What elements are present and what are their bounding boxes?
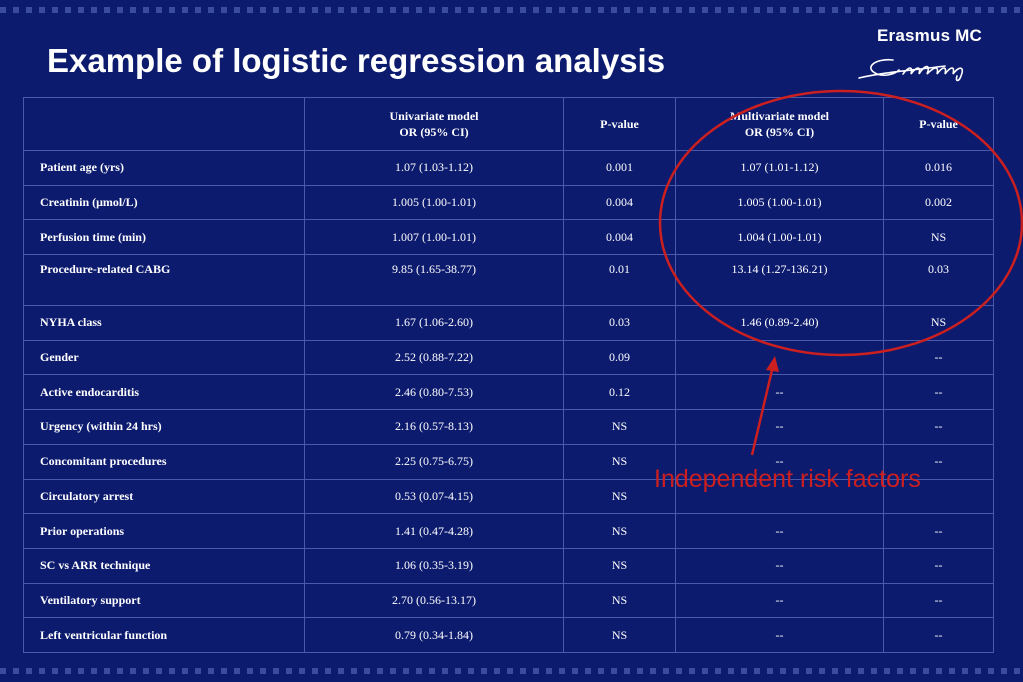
header-variable [23,97,305,151]
univariate-or-cell: 1.005 (1.00-1.01) [304,184,564,221]
header-univariate-title: Univariate model [389,109,479,123]
univariate-pvalue-cell: 0.004 [563,184,676,221]
univariate-pvalue-cell: 0.001 [563,150,676,186]
row-label: Procedure-related CABG [23,254,305,307]
table-row: Patient age (yrs) 1.07 (1.03-1.12) 0.001… [23,150,994,186]
table-row: Urgency (within 24 hrs) 2.16 (0.57-8.13)… [23,409,994,445]
univariate-or-cell: 9.85 (1.65-38.77) [304,254,564,307]
header-univariate-pvalue: P-value [563,97,676,151]
header-univariate-or: Univariate model OR (95% CI) [304,97,564,151]
multivariate-pvalue-cell: -- [883,409,994,445]
multivariate-or-cell: -- [675,443,884,480]
table-row: Left ventricular function 0.79 (0.34-1.8… [23,617,994,653]
annotation-arrow-line [750,365,775,456]
multivariate-pvalue-cell: -- [883,547,994,584]
multivariate-or-cell: -- [675,617,884,653]
univariate-pvalue-cell: 0.03 [563,305,676,341]
table-row: NYHA class 1.67 (1.06-2.60) 0.03 1.46 (0… [23,305,994,341]
multivariate-pvalue-cell: -- [883,374,994,411]
multivariate-or-cell: 13.14 (1.27-136.21) [675,254,884,307]
table-row: Gender 2.52 (0.88-7.22) 0.09 -- [23,339,994,376]
row-label: NYHA class [23,305,305,341]
table-row: Circulatory arrest 0.53 (0.07-4.15) NS [23,478,994,515]
univariate-pvalue-cell: NS [563,478,676,515]
multivariate-pvalue-cell: 0.03 [883,254,994,307]
univariate-pvalue-cell: 0.12 [563,374,676,411]
table-row: Creatinin (μmol/L) 1.005 (1.00-1.01) 0.0… [23,184,994,221]
multivariate-or-cell [675,478,884,515]
erasmus-mc-logo: Erasmus MC [855,26,1005,88]
multivariate-or-cell: -- [675,547,884,584]
annotation-label: Independent risk factors [654,465,921,493]
multivariate-or-cell: -- [675,409,884,445]
univariate-or-cell: 2.70 (0.56-13.17) [304,582,564,619]
multivariate-pvalue-cell: NS [883,219,994,256]
header-multivariate-title: Multivariate model [730,109,829,123]
univariate-pvalue-cell: NS [563,409,676,445]
header-multivariate-pvalue: P-value [883,97,994,151]
row-label: Left ventricular function [23,617,305,653]
univariate-or-cell: 2.52 (0.88-7.22) [304,339,564,376]
univariate-or-cell: 2.25 (0.75-6.75) [304,443,564,480]
row-label: Patient age (yrs) [23,150,305,186]
univariate-or-cell: 1.07 (1.03-1.12) [304,150,564,186]
univariate-or-cell: 0.53 (0.07-4.15) [304,478,564,515]
row-label: Creatinin (μmol/L) [23,184,305,221]
header-univariate-or-ci: OR (95% CI) [399,125,469,139]
multivariate-pvalue-cell: 0.002 [883,184,994,221]
highlight-ellipse [658,89,1023,357]
multivariate-or-cell: -- [675,513,884,549]
multivariate-or-cell: 1.46 (0.89-2.40) [675,305,884,341]
slide-title: Example of logistic regression analysis [47,42,666,79]
multivariate-or-cell: 1.005 (1.00-1.01) [675,184,884,221]
row-label: Ventilatory support [23,582,305,619]
multivariate-pvalue-cell [883,478,994,515]
logo-signature-icon [858,58,964,82]
header-multivariate-or-ci: OR (95% CI) [744,125,815,139]
table-row: SC vs ARR technique 1.06 (0.35-3.19) NS … [23,547,994,584]
univariate-or-cell: 1.67 (1.06-2.60) [304,305,564,341]
univariate-or-cell: 1.41 (0.47-4.28) [304,513,564,549]
univariate-or-cell: 2.16 (0.57-8.13) [304,409,564,445]
logo-wordmark: Erasmus MC [877,26,982,45]
univariate-pvalue-cell: NS [563,513,676,549]
header-row: Univariate model OR (95% CI) P-value Mul… [23,97,994,151]
bottom-dotted-border [0,668,1023,674]
multivariate-or-cell: 1.004 (1.00-1.01) [675,219,884,256]
multivariate-pvalue-cell: -- [883,513,994,549]
table-row: Procedure-related CABG 9.85 (1.65-38.77)… [23,254,994,307]
multivariate-or-cell: -- [675,374,884,411]
table-row: Concomitant procedures 2.25 (0.75-6.75) … [23,443,994,480]
univariate-pvalue-cell: NS [563,582,676,619]
univariate-pvalue-cell: NS [563,547,676,584]
multivariate-or-cell: -- [675,582,884,619]
row-label: Urgency (within 24 hrs) [23,409,305,445]
table-row: Perfusion time (min) 1.007 (1.00-1.01) 0… [23,219,994,256]
univariate-pvalue-cell: NS [563,617,676,653]
row-label: Prior operations [23,513,305,549]
regression-table: Univariate model OR (95% CI) P-value Mul… [23,97,994,653]
univariate-or-cell: 1.06 (0.35-3.19) [304,547,564,584]
multivariate-pvalue-cell: -- [883,617,994,653]
multivariate-pvalue-cell: 0.016 [883,150,994,186]
row-label: Circulatory arrest [23,478,305,515]
annotation-arrow-head [766,356,779,372]
top-dotted-border [0,7,1023,13]
multivariate-pvalue-cell: -- [883,582,994,619]
table-row: Ventilatory support 2.70 (0.56-13.17) NS… [23,582,994,619]
multivariate-or-cell: 1.07 (1.01-1.12) [675,150,884,186]
row-label: Active endocarditis [23,374,305,411]
multivariate-pvalue-cell: -- [883,339,994,376]
table-row: Active endocarditis 2.46 (0.80-7.53) 0.1… [23,374,994,411]
row-label: SC vs ARR technique [23,547,305,584]
table-row: Prior operations 1.41 (0.47-4.28) NS -- … [23,513,994,549]
